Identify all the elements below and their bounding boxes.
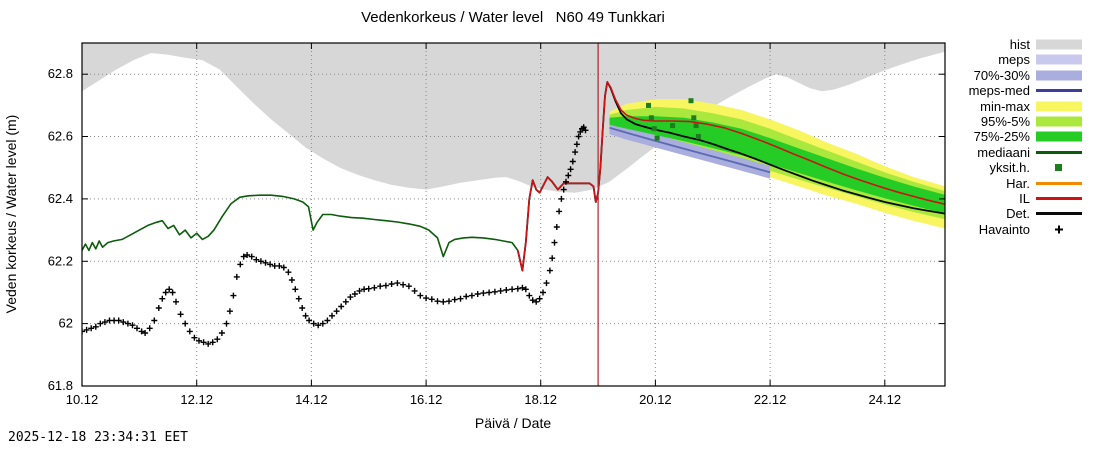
y-tick-label: 62.8 [48,66,73,81]
x-tick-label: 22.12 [754,392,787,407]
legend: hist meps 70%-30% meps-med min-max 95%-5… [969,37,1082,237]
95-5-swatch [1036,116,1082,127]
y-tick-label: 61.8 [48,378,73,393]
plot-area: 10.12 12.12 14.12 16.12 18.12 20.12 22.12 24.12… [48,42,946,407]
legend-label-70-30: 70%-30% [974,68,1031,83]
y-tick-label: 62.2 [48,253,73,268]
y-tick-label: 62.6 [48,129,73,144]
x-tick-label: 16.12 [410,392,443,407]
legend-label-75-25: 75%-25% [974,129,1031,144]
yksit-h-swatch [1055,164,1062,171]
ensemble-square-marker [695,134,701,139]
x-tick-label: 20.12 [639,392,672,407]
legend-label-meps-med: meps-med [969,83,1030,98]
ensemble-square-marker [651,126,657,132]
legend-label-meps: meps [998,52,1030,67]
y-tick-label: 62 [59,316,73,331]
ensemble-square-marker [648,115,654,121]
line-meps-med [609,126,771,174]
ensemble-square-marker [646,102,651,108]
meps-swatch [1036,54,1082,65]
legend-label-yksit-h: yksit.h. [990,160,1030,175]
x-tick-label: 18.12 [524,392,557,407]
legend-label-hist: hist [1010,37,1031,52]
ensemble-square-marker [670,123,676,129]
meps-med-swatch [1036,89,1082,92]
y-axis-label: Veden korkeus / Water level (m) [3,115,19,314]
x-tick-label: 24.12 [869,392,902,407]
legend-label-havainto: Havainto [979,222,1030,237]
ensemble-square-marker [654,135,660,141]
legend-label-mediaani: mediaani [977,145,1030,160]
mediaani-swatch [1036,151,1082,154]
hist-band [82,43,945,193]
70-30-swatch [1036,70,1082,81]
x-tick-label: 14.12 [295,392,328,407]
min-max-swatch [1036,101,1082,112]
legend-label-95-5: 95%-5% [981,114,1031,129]
havainto-swatch [1055,225,1063,234]
timestamp: 2025-12-18 23:34:31 EET [8,430,188,445]
line-mediaani [82,194,519,258]
ensemble-square-marker [688,98,694,104]
x-tick-label: 12.12 [180,392,213,407]
legend-label-il: IL [1019,191,1030,206]
plot-border [81,42,946,387]
det-swatch [1036,212,1082,215]
legend-label-har: Har. [1006,176,1030,191]
band-75-25- [609,116,945,214]
legend-label-det: Det. [1006,206,1030,221]
har-swatch [1036,182,1082,185]
chart-title: Vedenkorkeus / Water level N60 49 Tunkka… [361,9,665,26]
ensemble-square-marker [693,123,699,129]
legend-label-min-max: min-max [980,99,1030,114]
75-25-swatch [1036,131,1082,142]
x-tick-label: 10.12 [66,392,99,407]
hist-swatch [1036,39,1082,50]
y-tick-label: 62.4 [48,191,73,206]
observation-plus-markers [82,124,589,347]
plot-series [82,43,945,386]
ensemble-square-marker [691,115,697,121]
x-axis-label: Päivä / Date [475,415,551,431]
il-swatch [1036,197,1082,200]
line-il [517,81,945,272]
